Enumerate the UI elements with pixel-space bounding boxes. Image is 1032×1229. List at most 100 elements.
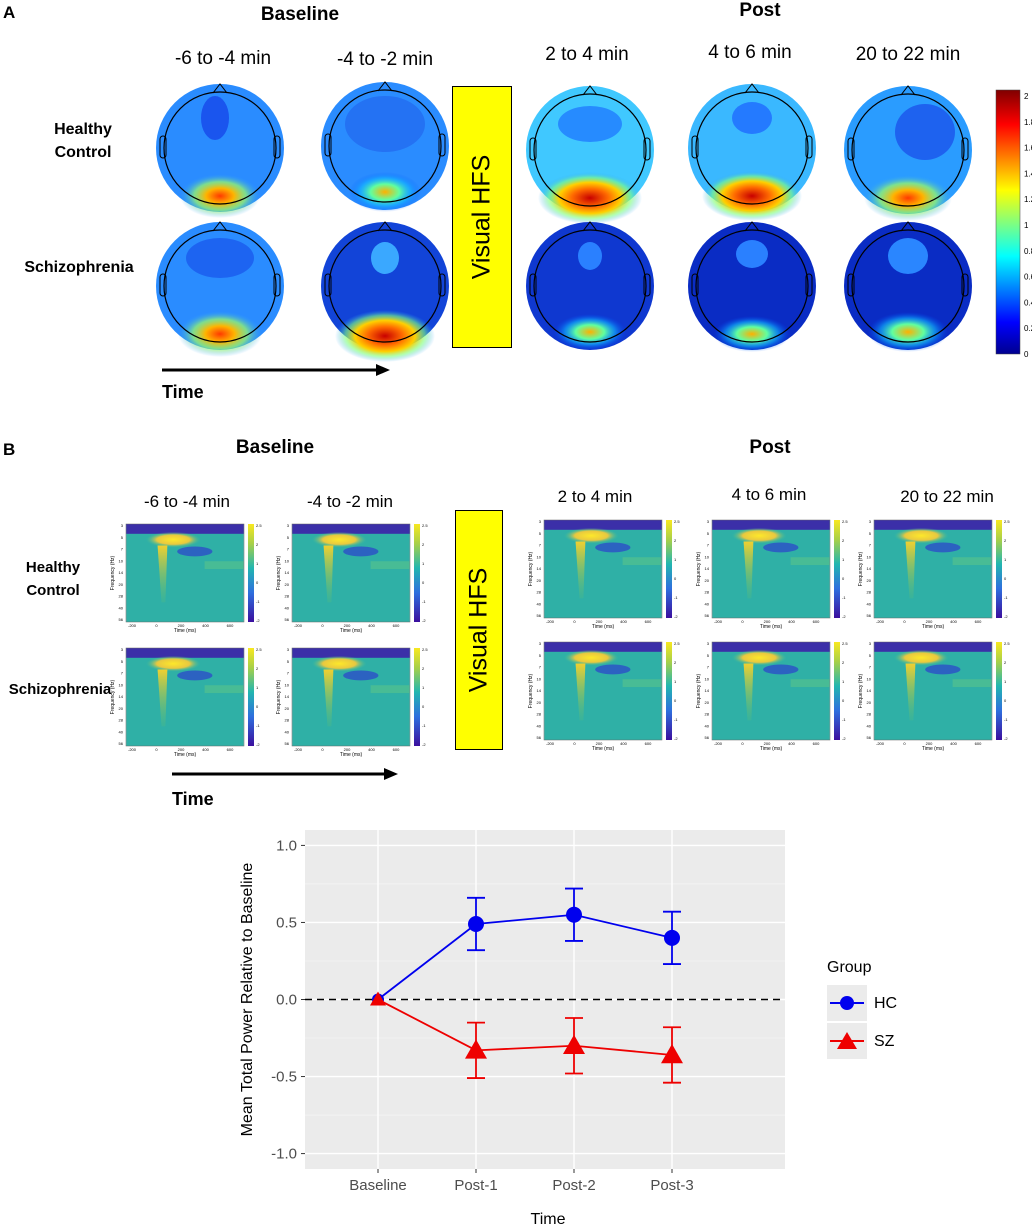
tf-colorbar-tick: 2.5: [842, 641, 848, 646]
tf-ytick: 20: [285, 582, 290, 587]
tf-colorbar-tick: 0: [1004, 698, 1007, 703]
tf-ytick: 3: [539, 519, 542, 524]
tf-xtick: 400: [950, 619, 957, 624]
tf-xtick: 0: [321, 747, 324, 752]
plot-gridlines: [305, 830, 785, 1169]
tf-ytick: 7: [287, 547, 290, 552]
panel-a-colorbar-tick: 0: [1024, 350, 1029, 359]
topomap-sz-4: [688, 221, 816, 352]
tf-colorbar-tick: 1: [422, 685, 425, 690]
tf-colorbar-tick: 2.5: [1004, 519, 1010, 524]
point-hc: [468, 915, 484, 932]
x-tick-label: Post-3: [650, 1177, 693, 1194]
point-sz: [563, 1034, 585, 1054]
tf-xtick: 0: [903, 619, 906, 624]
tf-ytick: 10: [537, 676, 542, 681]
panel-a-time-arrowhead: [376, 364, 390, 376]
tf-colorbar-tick: -1: [1004, 717, 1008, 722]
tf-ytick: 7: [539, 665, 542, 670]
tf-ytick: 5: [287, 535, 290, 540]
tf-colorbar-tick: -1: [842, 595, 846, 600]
tf-ytick: 40: [537, 601, 542, 606]
legend: Group HC SZ: [818, 948, 897, 1078]
panel-b-col-label-3: 2 to 4 min: [557, 487, 633, 506]
tf-colorbar: [414, 648, 420, 746]
tf-colorbar-tick: 1: [422, 561, 425, 566]
panel-a-col-label-3: 2 to 4 min: [545, 44, 629, 65]
tf-colorbar: [834, 520, 840, 618]
tf-colorbar-tick: -1: [674, 717, 678, 722]
tf-xtick: 200: [926, 619, 933, 624]
tf-xtick: -200: [128, 623, 137, 628]
tf-ytick: 56: [285, 741, 290, 746]
point-hc: [664, 929, 680, 946]
tf-ytick: 20: [705, 700, 710, 705]
tf-colorbar-tick: 1: [674, 557, 677, 562]
tf-colorbar-tick: 2.5: [842, 519, 848, 524]
tf-colorbar: [996, 642, 1002, 740]
tf-ytick: 10: [705, 676, 710, 681]
panel-a-row-label-hc: Healthy Control: [54, 121, 112, 161]
tf-ytick: 56: [705, 735, 710, 740]
tf-ytick: 20: [867, 700, 872, 705]
tf-colorbar-tick: 0: [842, 576, 845, 581]
series-line-sz: [377, 998, 673, 1056]
tf-ytick: 40: [705, 601, 710, 606]
tf-colorbar-tick: 1: [1004, 679, 1007, 684]
tf-ytick: 7: [707, 665, 710, 670]
tf-ytick: 14: [705, 566, 710, 571]
tf-ytick: 14: [285, 694, 290, 699]
tf-colorbar-tick: 0: [1004, 576, 1007, 581]
tf-ytick: 10: [867, 676, 872, 681]
tf-xlabel: Time (ms): [592, 746, 615, 752]
point-sz: [465, 1039, 487, 1059]
plot-series: [370, 887, 683, 1084]
tf-colorbar-tick: -2: [674, 614, 678, 619]
tf-xtick: 400: [368, 623, 375, 628]
tf-xtick: -200: [294, 747, 303, 752]
tf-ytick: 3: [121, 523, 124, 528]
panel-a-col-label-5: 20 to 22 min: [855, 44, 961, 65]
y-axis-label: Mean Total Power Relative to Baseline: [239, 863, 256, 1137]
legend-label-sz: SZ: [874, 1033, 895, 1050]
tf-ytick: 40: [867, 601, 872, 606]
tf-colorbar-tick: 1: [256, 685, 259, 690]
tf-colorbar-tick: 0: [674, 576, 677, 581]
tf-xtick: 0: [741, 619, 744, 624]
tf-ytick: 20: [867, 578, 872, 583]
panel-a-colorbar-tick: 0.4: [1024, 298, 1032, 307]
tf-xlabel: Time (ms): [340, 752, 363, 758]
tf-colorbar-tick: -1: [1004, 595, 1008, 600]
y-tick-label: -1.0: [271, 1146, 297, 1163]
tf-xtick: 600: [227, 623, 234, 628]
topomap-sz-3: [526, 221, 654, 350]
tf-colorbar-tick: 2: [422, 666, 425, 671]
panel-a-colorbar-tick: 0.8: [1024, 247, 1032, 256]
tf-ytick: 28: [867, 590, 872, 595]
tf-ytick: 40: [867, 723, 872, 728]
tf-xtick: 0: [321, 623, 324, 628]
tf-ytick: 28: [537, 712, 542, 717]
tf-xtick: 400: [620, 741, 627, 746]
panel-a-letter: A: [3, 3, 16, 22]
tf-xtick: 200: [178, 747, 185, 752]
panel-b-col-label-2: -4 to -2 min: [307, 492, 393, 511]
tf-ytick: 20: [285, 706, 290, 711]
tf-ytick: 20: [119, 706, 124, 711]
tf-xlabel: Time (ms): [340, 628, 363, 634]
tf-xlabel: Time (ms): [922, 624, 945, 630]
tf-colorbar-tick: 0: [422, 580, 425, 585]
tf-ytick: 7: [287, 671, 290, 676]
tf-colorbar-tick: -2: [1004, 614, 1008, 619]
panel-a-col-label-4: 4 to 6 min: [708, 42, 792, 63]
x-tick-label: Post-1: [454, 1177, 497, 1194]
panel-a-colorbar-tick: 1.6: [1024, 144, 1032, 153]
panel-a-colorbar-tick: 0.6: [1024, 273, 1032, 282]
panel-a-baseline-header: Baseline: [260, 4, 340, 25]
tf-colorbar-tick: 2.5: [422, 523, 428, 528]
tf-xlabel: Time (ms): [174, 628, 197, 634]
